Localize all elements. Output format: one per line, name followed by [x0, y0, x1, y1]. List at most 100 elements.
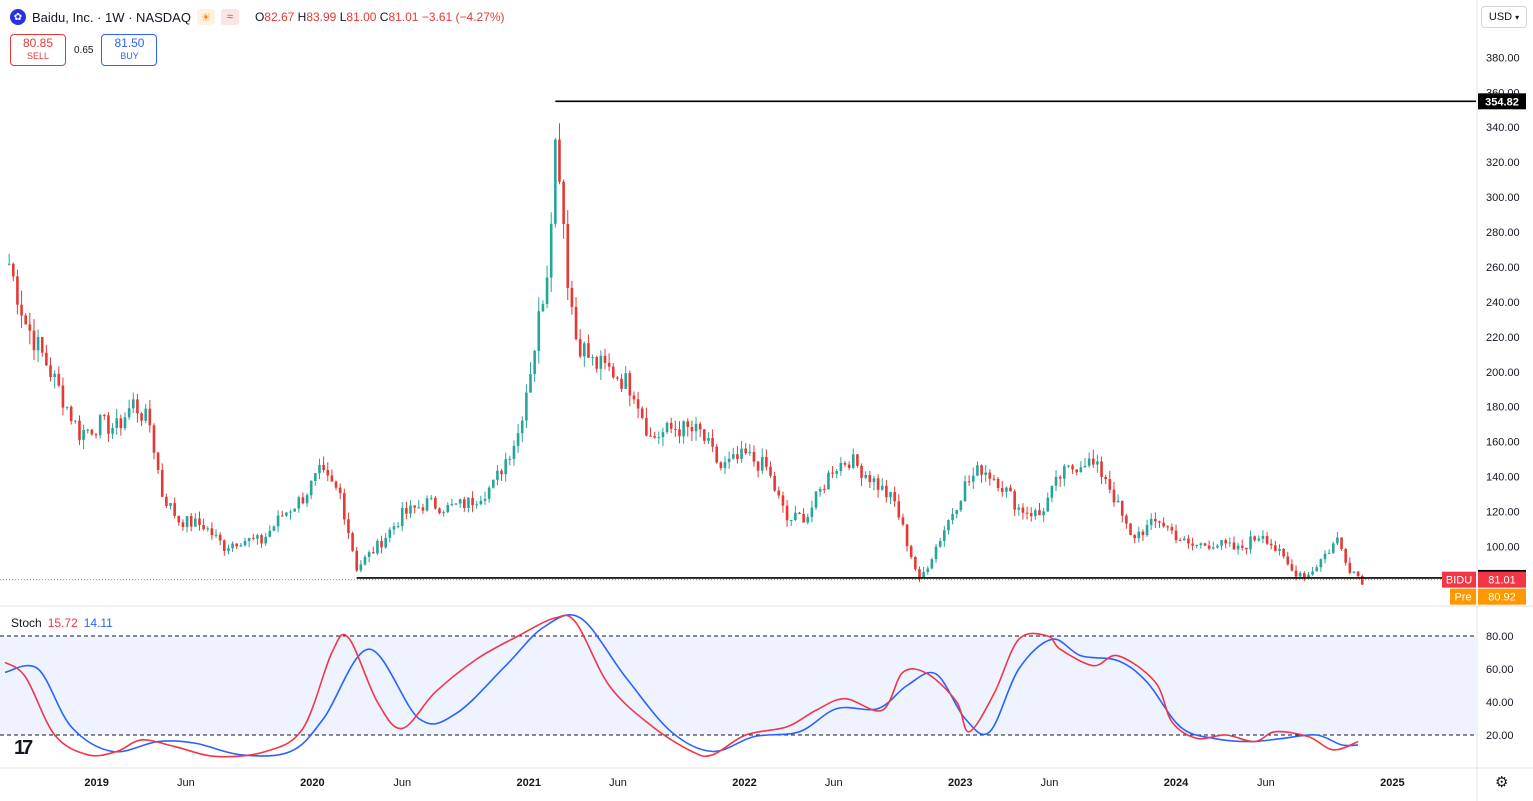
candle-body — [603, 355, 607, 363]
candle-body — [905, 524, 909, 547]
candle-body — [276, 515, 280, 527]
candle-body — [74, 420, 77, 422]
candle-body — [1187, 538, 1190, 544]
candle-body — [955, 510, 959, 515]
candle-body — [554, 139, 557, 224]
candle-body — [396, 526, 400, 528]
candle-body — [930, 559, 934, 569]
candle-body — [951, 514, 954, 521]
candle-body — [926, 568, 930, 572]
pre-tag-label: Pre — [1454, 592, 1471, 604]
spread-value: 0.65 — [74, 44, 94, 56]
candle-body — [1195, 544, 1199, 546]
sun-icon[interactable]: ☀ — [196, 9, 215, 25]
candle-body — [1315, 567, 1319, 572]
candle-body — [719, 462, 723, 468]
candle-body — [1071, 465, 1074, 470]
candle-body — [1170, 527, 1174, 531]
candle-body — [674, 428, 677, 430]
candle-body — [740, 448, 743, 459]
stoch-legend[interactable]: Stoch 15.72 14.11 — [11, 616, 113, 630]
candle-body — [1356, 571, 1360, 577]
candle-body — [640, 408, 644, 418]
candle-body — [1087, 458, 1091, 466]
candle-body — [943, 530, 946, 541]
price-tick-label: 220.00 — [1486, 332, 1520, 344]
pre-tag-box — [1450, 588, 1476, 605]
candle-body — [1116, 500, 1120, 503]
candle-body — [140, 413, 143, 421]
candle-body — [827, 472, 830, 490]
candle-body — [1000, 487, 1004, 492]
sell-button[interactable]: 80.85 SELL — [10, 34, 66, 66]
candle-body — [243, 540, 247, 546]
candle-body — [686, 421, 690, 428]
candle-body — [1203, 543, 1207, 546]
last-price-tag-box — [1478, 571, 1526, 588]
chart-header: ✿ Baidu, Inc. · 1W · NASDAQ ☀ ≈ O82.67 H… — [10, 6, 505, 28]
candle-body — [1220, 540, 1223, 546]
candle-body — [1207, 545, 1211, 549]
candle-body — [1191, 543, 1194, 546]
candle-body — [645, 417, 648, 436]
stochastic-panel — [0, 613, 1476, 758]
candle-body — [1269, 543, 1273, 546]
candle-body — [876, 478, 880, 490]
candle-body — [549, 223, 553, 278]
candle-body — [198, 518, 201, 526]
candle-body — [653, 436, 656, 438]
candle-body — [789, 520, 793, 522]
price-tick-label: 140.00 — [1486, 472, 1520, 484]
candle-body — [914, 557, 917, 570]
candle-body — [773, 475, 776, 491]
stoch-tick-label: 60.00 — [1486, 664, 1514, 676]
candle-body — [53, 373, 56, 378]
candle-body — [405, 507, 408, 514]
candle-body — [504, 459, 507, 475]
candle-body — [1274, 545, 1277, 551]
candle-body — [227, 548, 230, 551]
currency-selector[interactable]: USD ▾ — [1481, 6, 1527, 28]
candle-body — [425, 498, 429, 511]
candle-body — [169, 503, 172, 506]
candle-body — [429, 497, 433, 499]
wave-icon[interactable]: ≈ — [220, 9, 239, 25]
candle-body — [1344, 548, 1347, 563]
time-tick-label: Jun — [1257, 777, 1275, 789]
candle-body — [467, 497, 470, 508]
candle-body — [752, 452, 756, 462]
candle-body — [463, 499, 466, 508]
symbol-title[interactable]: Baidu, Inc. · 1W · NASDAQ — [32, 9, 191, 25]
candle-body — [1236, 545, 1240, 550]
candle-body — [1348, 562, 1352, 573]
price-tag-label: 354.82 — [1485, 96, 1519, 108]
candle-body — [1154, 518, 1157, 522]
candle-body — [731, 454, 735, 459]
candle-body — [11, 263, 15, 277]
candle-body — [1108, 479, 1112, 490]
candle-body — [260, 535, 263, 544]
candle-body — [173, 503, 176, 516]
candle-body — [1183, 538, 1186, 541]
candle-body — [938, 540, 942, 547]
candle-body — [1307, 574, 1310, 578]
candle-body — [94, 434, 98, 436]
candle-body — [988, 472, 992, 479]
candle-body — [442, 512, 445, 514]
candle-body — [794, 512, 797, 521]
candle-body — [384, 537, 387, 548]
candle-body — [400, 507, 404, 527]
candle-body — [156, 452, 160, 470]
candle-body — [843, 463, 847, 465]
buy-button[interactable]: 81.50 BUY — [101, 34, 158, 66]
candle-body — [1162, 522, 1165, 527]
gear-icon[interactable]: ⚙ — [1495, 774, 1509, 791]
candle-body — [123, 417, 127, 429]
tradingview-logo-icon[interactable]: 17 — [14, 737, 33, 759]
candle-body — [202, 525, 205, 530]
price-tick-label: 240.00 — [1486, 297, 1520, 309]
candle-body — [628, 373, 632, 396]
candle-body — [922, 571, 925, 578]
candle-body — [314, 473, 317, 481]
